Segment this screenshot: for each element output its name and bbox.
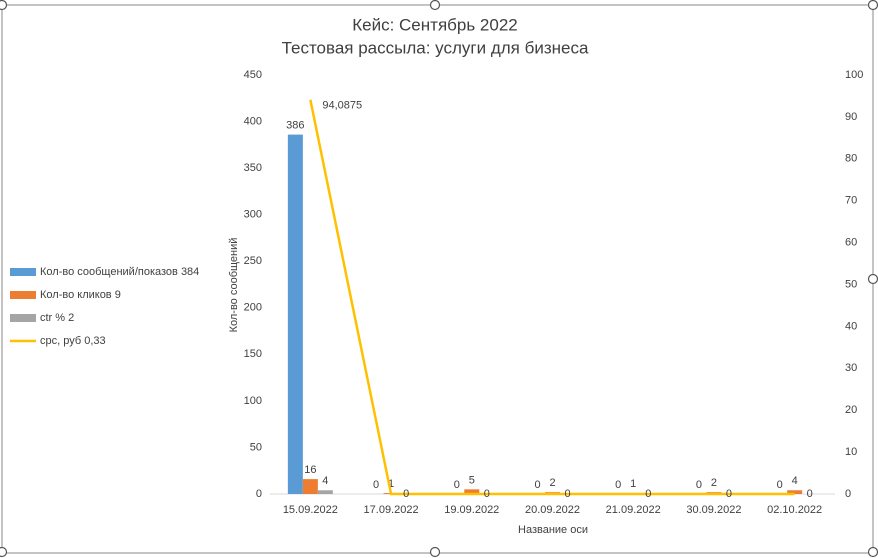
legend-swatch [10,314,36,322]
handle[interactable] [429,546,441,558]
y2-tick-label: 90 [845,111,857,123]
handle[interactable] [0,546,8,558]
data-label: 2 [549,477,555,489]
chart-title: Кейс: Сентябрь 2022 [352,15,518,34]
x-tick-label: 20.09.2022 [525,504,580,516]
x-tick-label: 30.09.2022 [686,504,741,516]
chart-subtitle: Тестовая рассыла: услуги для бизнеса [282,38,589,57]
y-tick-label: 100 [244,395,262,407]
y-tick-label: 0 [256,488,262,500]
handle[interactable] [867,0,878,11]
data-label: 0 [615,479,621,491]
y2-tick-label: 80 [845,153,857,165]
data-label: 4 [322,475,328,487]
legend-swatch [10,268,36,276]
bar [302,479,318,494]
x-tick-label: 21.09.2022 [606,504,661,516]
handle[interactable] [867,546,878,558]
data-label: 94,0875 [322,100,362,112]
data-label: 0 [726,488,732,500]
data-label: 386 [286,119,304,131]
y-tick-label: 250 [244,255,262,267]
legend-label: cpc, руб 0,33 [40,335,106,347]
data-label: 0 [696,479,702,491]
bar [287,134,303,494]
bar [464,489,480,494]
handle[interactable] [429,0,441,11]
bar [787,490,803,494]
data-label: 4 [792,475,798,487]
y-tick-label: 350 [244,162,262,174]
y2-tick-label: 20 [845,404,857,416]
handle[interactable] [867,273,878,285]
data-label: 0 [534,479,540,491]
y2-tick-label: 0 [845,488,851,500]
data-label: 0 [807,488,813,500]
data-label: 0 [403,488,409,500]
y-tick-label: 150 [244,348,262,360]
data-label: 2 [711,477,717,489]
line-series [309,99,795,496]
y2-tick-label: 40 [845,320,857,332]
y2-tick-label: 10 [845,446,857,458]
y-axis-title: Кол-во сообщений [228,238,240,333]
data-label: 0 [373,479,379,491]
y-tick-label: 400 [244,115,262,127]
data-label: 1 [388,478,394,490]
x-tick-label: 17.09.2022 [364,504,419,516]
y2-tick-label: 50 [845,278,857,290]
x-tick-label: 02.10.2022 [767,504,822,516]
y2-tick-label: 30 [845,362,857,374]
data-label: 0 [484,488,490,500]
x-tick-label: 19.09.2022 [444,504,499,516]
legend-label: ctr % 2 [40,312,74,324]
legend-swatch [10,291,36,299]
data-label: 1 [630,478,636,490]
y-tick-label: 300 [244,209,262,221]
chart-frame [1,4,874,554]
x-tick-label: 15.09.2022 [283,504,338,516]
y-tick-label: 450 [244,69,262,81]
data-label: 5 [469,474,475,486]
y2-tick-label: 70 [845,195,857,207]
y-tick-label: 200 [244,302,262,314]
x-axis-title: Название оси [518,524,588,536]
legend-label: Кол-во кликов 9 [40,289,121,301]
y-tick-label: 50 [250,441,262,453]
y2-tick-label: 60 [845,237,857,249]
data-label: 0 [777,479,783,491]
data-label: 0 [454,479,460,491]
data-label: 16 [304,464,316,476]
data-label: 0 [565,488,571,500]
legend-label: Кол-во сообщений/показов 384 [40,266,199,278]
bar [317,490,333,494]
handle[interactable] [0,0,8,11]
data-label: 0 [645,488,651,500]
y2-tick-label: 100 [845,69,863,81]
